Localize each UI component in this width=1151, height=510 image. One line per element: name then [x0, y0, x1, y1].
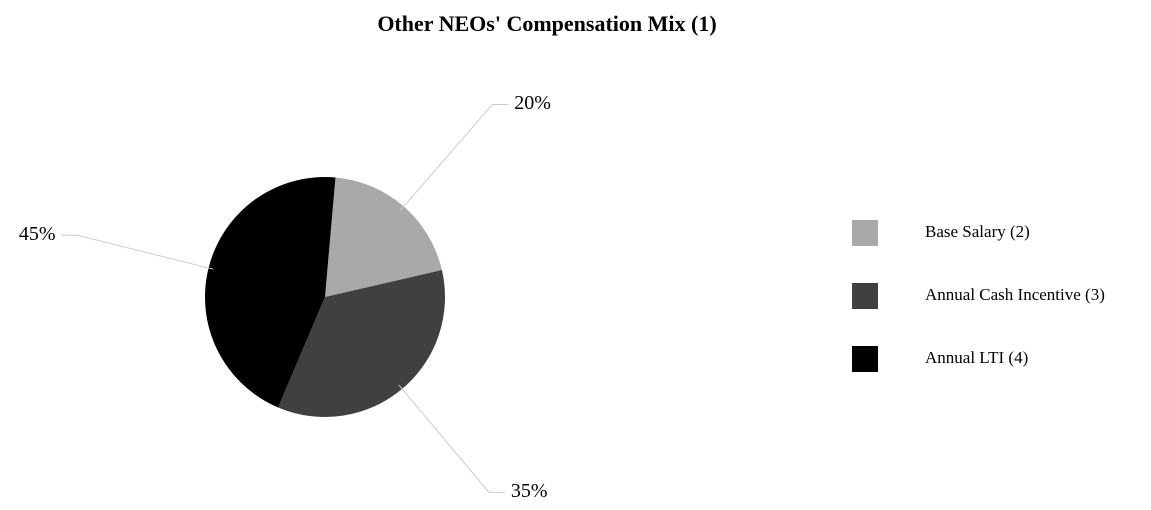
leader-line — [61, 234, 214, 270]
pie-slice — [325, 177, 442, 297]
legend-label: Annual Cash Incentive (3) — [925, 285, 1105, 304]
legend-swatch — [852, 220, 878, 246]
data-label: 35% — [511, 480, 548, 502]
legend-label: Base Salary (2) — [925, 222, 1030, 241]
data-label: 45% — [19, 223, 56, 245]
legend-swatch — [852, 283, 878, 309]
chart-title: Other NEOs' Compensation Mix (1) — [377, 11, 716, 36]
legend-swatch — [852, 346, 878, 372]
leader-line — [400, 104, 509, 211]
data-label: 20% — [514, 92, 551, 114]
pie-slice — [205, 177, 336, 408]
pie-slice — [278, 270, 445, 417]
legend-label: Annual LTI (4) — [925, 348, 1028, 367]
leader-line — [398, 384, 505, 493]
